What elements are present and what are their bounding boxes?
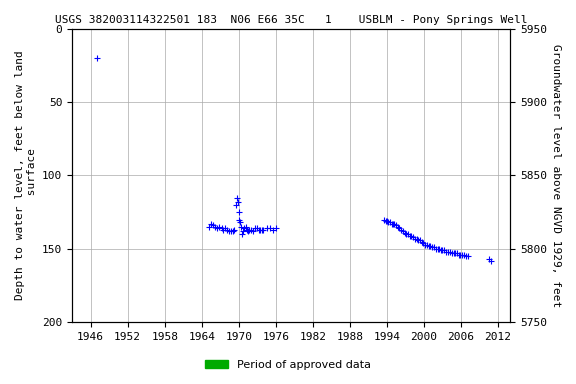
- Bar: [90, 323, 119, 328]
- Bar: [486, 323, 501, 328]
- Bar: [378, 323, 483, 328]
- Y-axis label: Groundwater level above NGVD 1929, feet: Groundwater level above NGVD 1929, feet: [551, 44, 561, 307]
- Bar: [205, 323, 254, 328]
- Legend: Period of approved data: Period of approved data: [201, 356, 375, 375]
- Title: USGS 382003114322501 183  N06 E66 35C   1    USBLM - Pony Springs Well: USGS 382003114322501 183 N06 E66 35C 1 U…: [55, 15, 528, 25]
- Y-axis label: Depth to water level, feet below land
 surface: Depth to water level, feet below land su…: [15, 51, 37, 300]
- Bar: [273, 323, 279, 328]
